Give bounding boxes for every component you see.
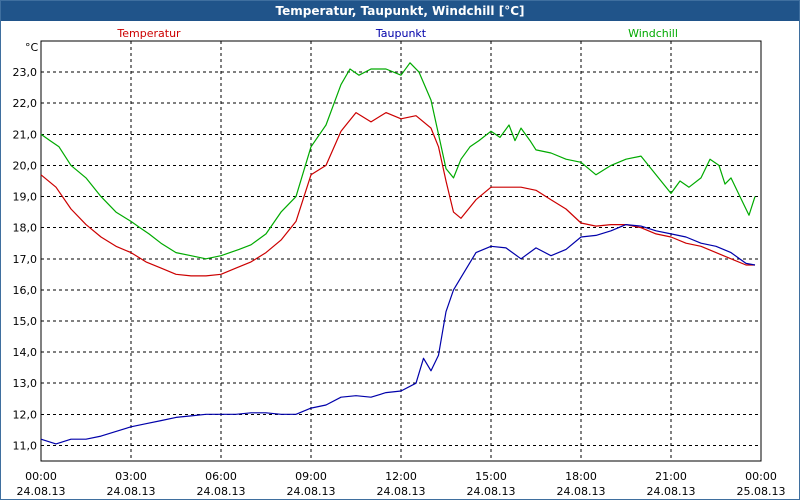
y-tick-label: 14,0 — [13, 346, 38, 359]
y-tick-label: 16,0 — [13, 284, 38, 297]
y-tick-label: 22,0 — [13, 97, 38, 110]
series-line-windchill — [40, 62, 756, 260]
x-tick-time-label: 12:00 — [385, 470, 417, 483]
x-tick-time-label: 15:00 — [475, 470, 507, 483]
series-line-taupunkt — [40, 224, 756, 445]
x-tick-time-label: 18:00 — [565, 470, 597, 483]
x-tick-time-label: 00:00 — [25, 470, 57, 483]
x-tick-date-label: 24.08.13 — [557, 485, 606, 498]
x-tick-date-label: 24.08.13 — [467, 485, 516, 498]
y-tick-label: 18,0 — [13, 222, 38, 235]
x-tick-date-label: 24.08.13 — [107, 485, 156, 498]
x-tick-time-label: 06:00 — [205, 470, 237, 483]
series-line-temperatur — [40, 111, 755, 277]
y-tick-label: 20,0 — [13, 159, 38, 172]
window-title: Temperatur, Taupunkt, Windchill [°C] — [1, 1, 799, 21]
legend-windchill: Windchill — [628, 27, 678, 40]
y-axis-unit-label: °C — [25, 41, 39, 54]
y-tick-label: 21,0 — [13, 128, 38, 141]
x-tick-time-label: 21:00 — [655, 470, 687, 483]
x-tick-date-label: 24.08.13 — [17, 485, 66, 498]
y-tick-label: 17,0 — [13, 253, 38, 266]
y-tick-label: 11,0 — [13, 439, 38, 452]
x-tick-time-label: 09:00 — [295, 470, 327, 483]
y-tick-label: 13,0 — [13, 377, 38, 390]
x-tick-date-label: 25.08.13 — [737, 485, 786, 498]
x-tick-date-label: 24.08.13 — [197, 485, 246, 498]
legend-taupunkt: Taupunkt — [375, 27, 427, 40]
y-tick-label: 19,0 — [13, 191, 38, 204]
x-tick-date-label: 24.08.13 — [377, 485, 426, 498]
y-tick-label: 23,0 — [13, 66, 38, 79]
x-tick-date-label: 24.08.13 — [287, 485, 336, 498]
x-tick-time-label: 00:00 — [745, 470, 777, 483]
y-tick-label: 15,0 — [13, 315, 38, 328]
y-tick-label: 12,0 — [13, 408, 38, 421]
x-tick-time-label: 03:00 — [115, 470, 147, 483]
legend-temperatur: Temperatur — [116, 27, 181, 40]
x-tick-date-label: 24.08.13 — [647, 485, 696, 498]
